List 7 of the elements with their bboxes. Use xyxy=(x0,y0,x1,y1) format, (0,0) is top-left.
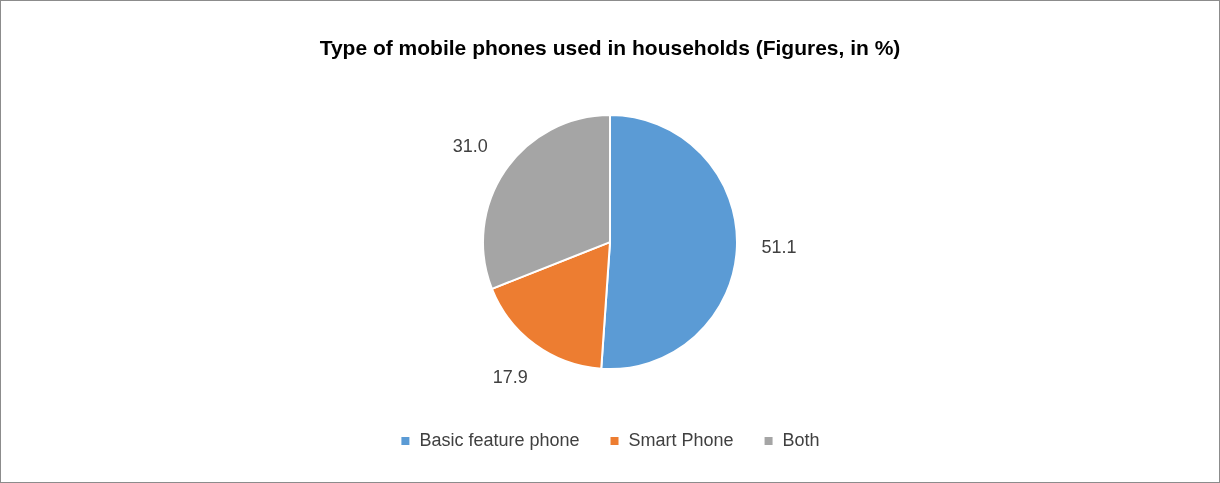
data-label: 51.1 xyxy=(761,236,797,257)
legend-label: Basic feature phone xyxy=(419,429,580,450)
data-label: 17.9 xyxy=(492,367,528,388)
legend-label: Smart Phone xyxy=(628,429,734,450)
chart-title: Type of mobile phones used in households (Figures, in %) xyxy=(319,36,901,60)
data-label: 31.0 xyxy=(452,136,488,157)
legend-label: Both xyxy=(782,429,820,450)
